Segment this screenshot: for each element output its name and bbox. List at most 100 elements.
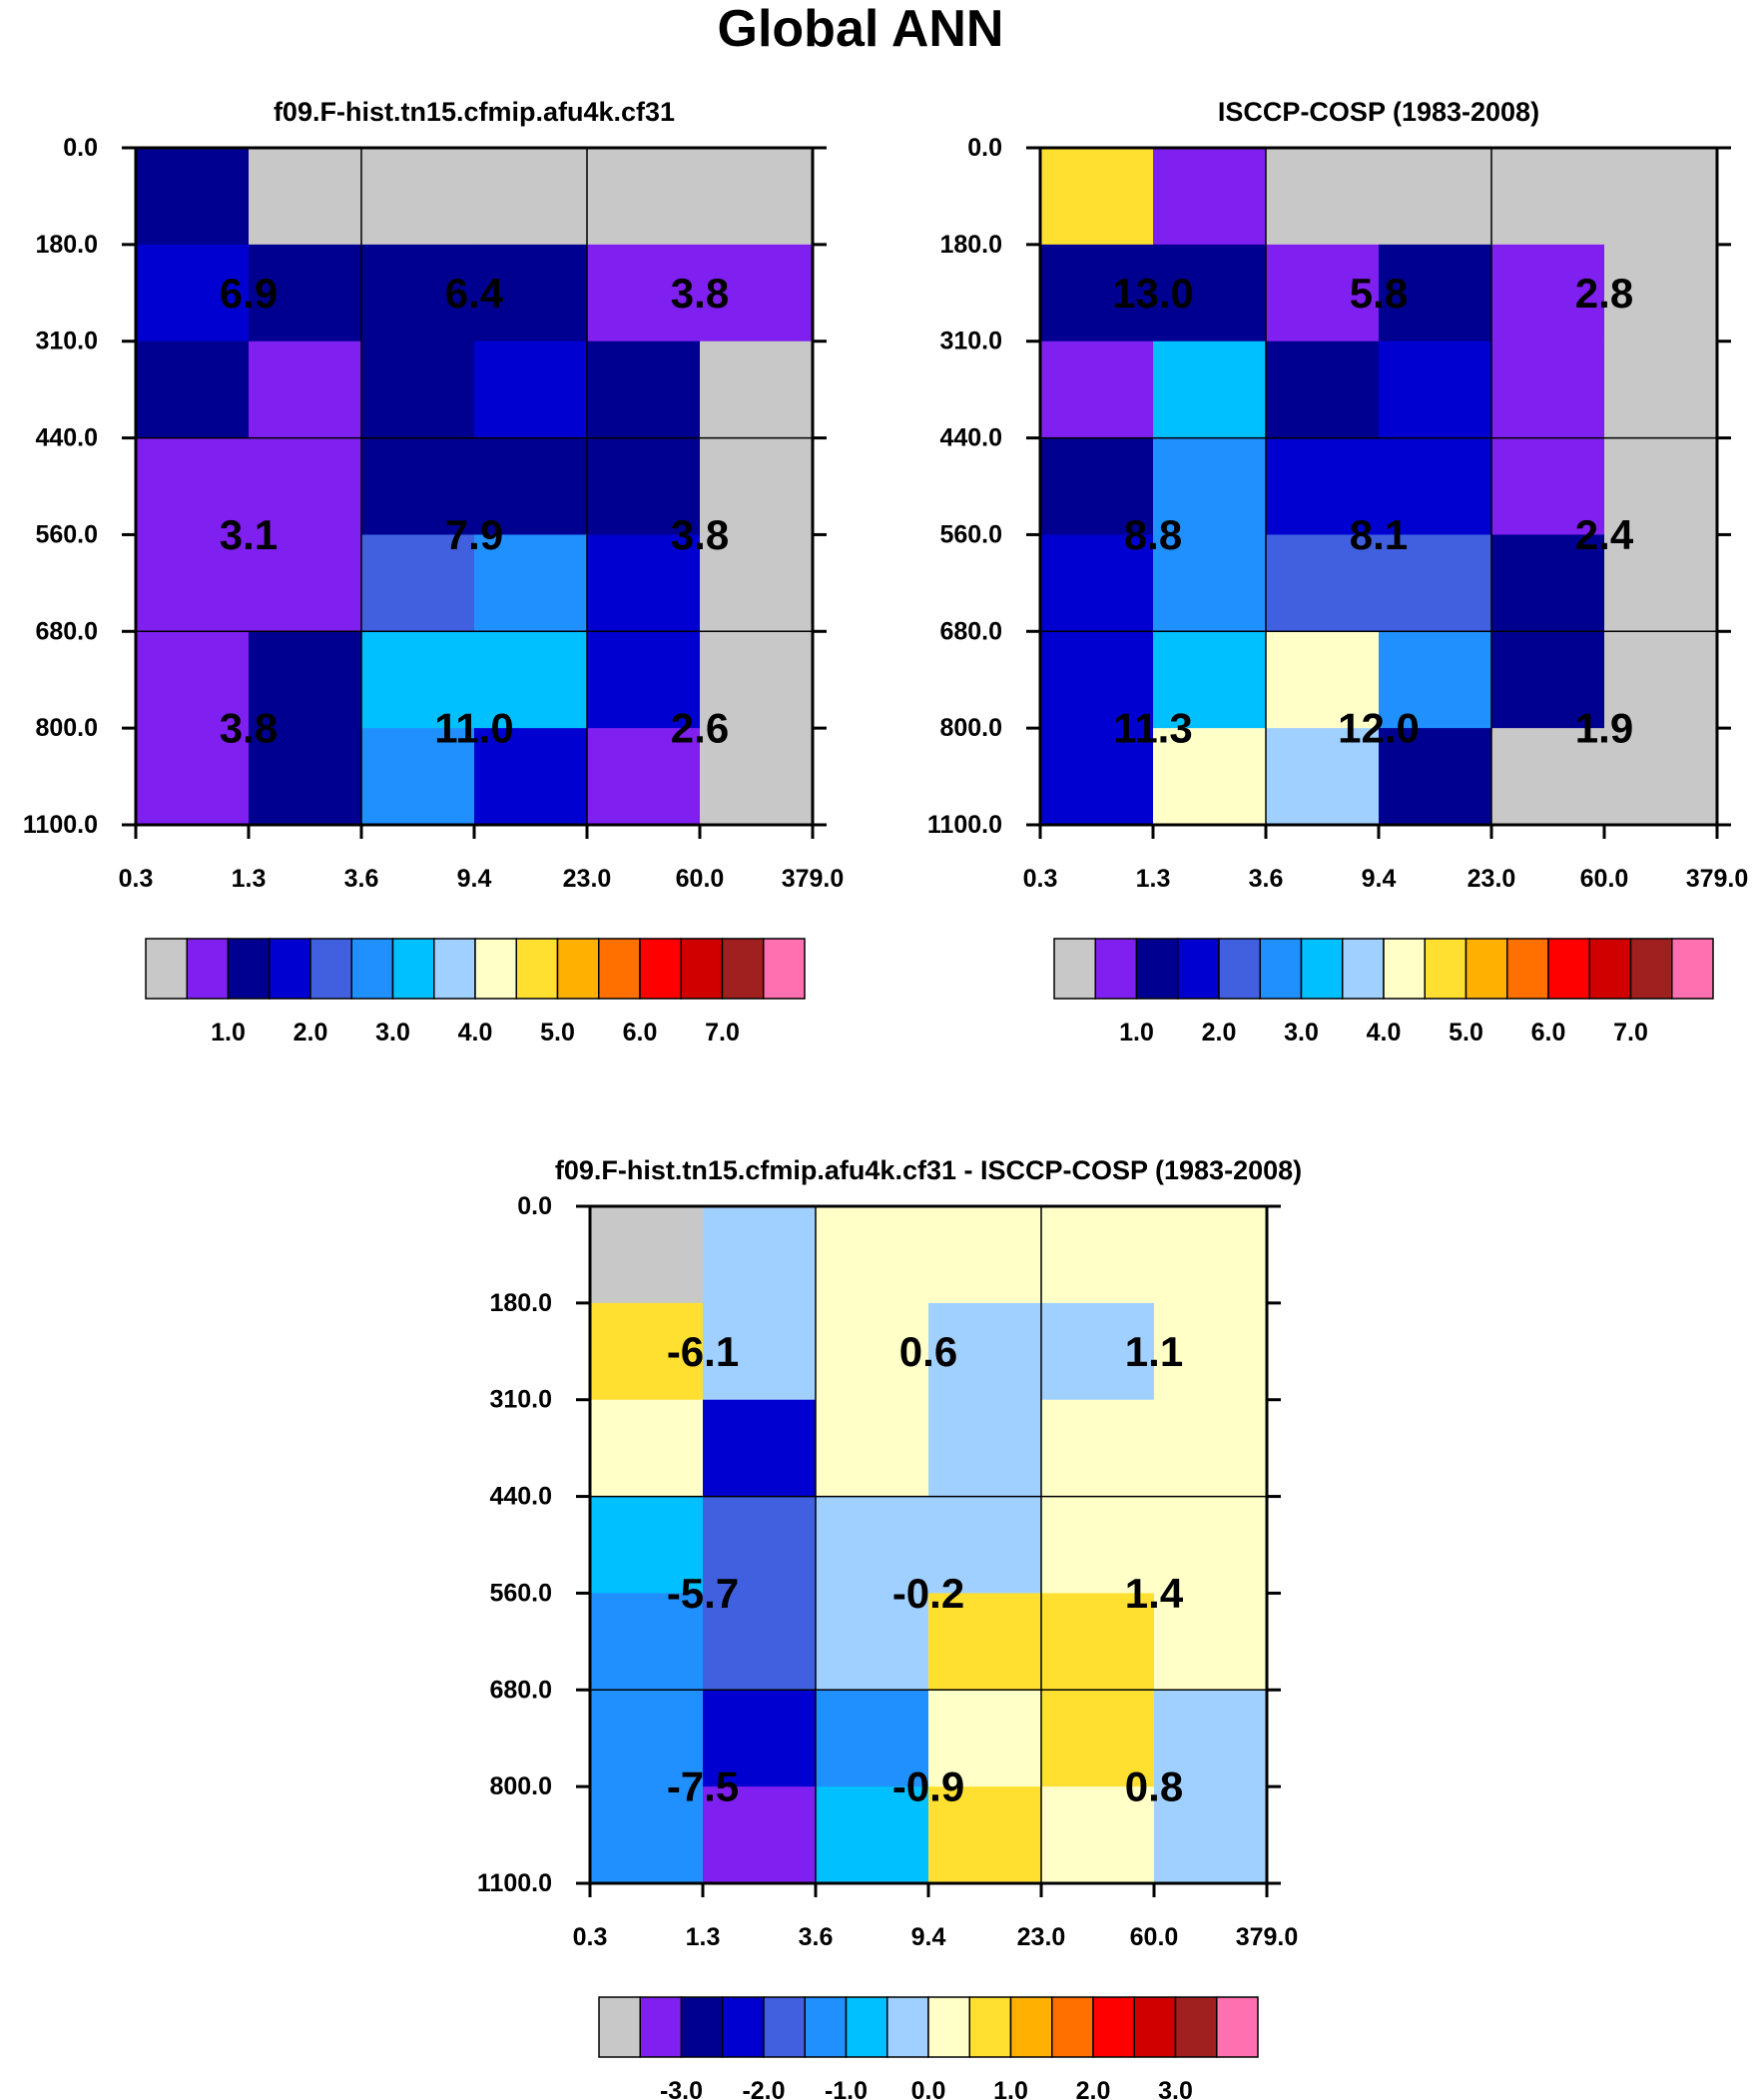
cell-value-label: -6.1 xyxy=(667,1328,739,1375)
heatmap-cell xyxy=(136,148,250,246)
colorbar-tick-label: 2.0 xyxy=(1202,1019,1237,1047)
heatmap-cell xyxy=(1040,244,1154,343)
heatmap-cell xyxy=(1266,437,1380,535)
cell-value-label: 3.8 xyxy=(671,270,729,317)
colorbar: 1.0 2.0 3.0 4.0 5.0 6.0 7.0 xyxy=(145,938,806,1047)
heatmap-cell xyxy=(1040,534,1154,632)
heatmap-cell xyxy=(474,341,588,439)
heatmap-cell xyxy=(1379,728,1492,826)
y-tick-label: 310.0 xyxy=(489,1386,552,1414)
heatmap-cell xyxy=(1379,148,1492,246)
heatmap-cell xyxy=(816,1690,929,1787)
colorbar-box xyxy=(433,938,476,1000)
y-tick-label: 560.0 xyxy=(939,520,1002,548)
y-tick-label: 680.0 xyxy=(35,617,98,645)
x-tick-label: 1.3 xyxy=(1136,865,1171,893)
colorbar-box xyxy=(1424,938,1467,1000)
colorbar-box xyxy=(1547,938,1590,1000)
heatmap-cell xyxy=(928,1690,1042,1787)
heatmap-cell xyxy=(1491,437,1605,535)
heatmap-cell xyxy=(1153,341,1267,439)
heatmap-cell xyxy=(1379,534,1492,632)
cell-value-label: 8.8 xyxy=(1124,511,1182,558)
colorbar-tick-label: 0.0 xyxy=(911,2077,946,2100)
y-tick-label: 180.0 xyxy=(489,1289,552,1317)
colorbar-box xyxy=(721,938,765,1000)
colorbar-box xyxy=(515,938,559,1000)
colorbar-box xyxy=(968,1996,1012,2058)
colorbar-box xyxy=(186,938,230,1000)
heatmap-cell xyxy=(1604,728,1718,826)
y-tick-label: 0.0 xyxy=(517,1192,552,1220)
colorbar-tick-label: 4.0 xyxy=(1367,1019,1402,1047)
heatmap-panel-1: f09.F-hist.tn15.cfmip.afu4k.cf31 0.0 180.0… xyxy=(23,97,844,1047)
x-tick-label: 60.0 xyxy=(1130,1923,1179,1951)
heatmap-cell xyxy=(816,1786,929,1884)
cell-value-label: 0.6 xyxy=(899,1328,957,1375)
colorbar-box xyxy=(1300,938,1344,1000)
colorbar-box xyxy=(722,1996,765,2058)
colorbar-tick-label: 5.0 xyxy=(1449,1019,1483,1047)
y-tick-label: 800.0 xyxy=(35,714,98,742)
colorbar-tick-label: -2.0 xyxy=(742,2077,785,2100)
cell-value-label: 3.1 xyxy=(220,511,278,558)
heatmap-cell xyxy=(700,148,814,246)
heatmap-cell xyxy=(590,1302,704,1401)
colorbar-box xyxy=(639,938,682,1000)
heatmap-cell xyxy=(700,534,814,632)
heatmap-cell xyxy=(1041,1690,1155,1787)
heatmap-cell xyxy=(1266,341,1380,439)
heatmap-cell xyxy=(1041,1206,1155,1304)
x-tick-label: 23.0 xyxy=(1017,1923,1066,1951)
colorbar-tick-label: -3.0 xyxy=(660,2077,703,2100)
heatmap-cell xyxy=(700,341,814,439)
cell-value-label: 11.3 xyxy=(1113,705,1192,752)
colorbar-box xyxy=(1135,938,1179,1000)
colorbar-box xyxy=(763,1996,806,2058)
heatmap-cell xyxy=(1154,1690,1268,1787)
colorbar-tick-label: 4.0 xyxy=(458,1019,493,1047)
colorbar-tick-label: 2.0 xyxy=(293,1019,328,1047)
cell-value-label: -7.5 xyxy=(667,1763,739,1810)
cell-value-label: 5.8 xyxy=(1350,270,1408,317)
colorbar-box xyxy=(145,938,188,1000)
colorbar-tick-label: 6.0 xyxy=(623,1019,658,1047)
heatmap-cell xyxy=(1153,437,1267,535)
y-tick-label: 180.0 xyxy=(939,231,1002,259)
heatmap-cell xyxy=(590,1399,704,1498)
heatmap-cell xyxy=(1154,1593,1268,1691)
colorbar-box xyxy=(1133,1996,1177,2058)
cell-value-label: 2.6 xyxy=(671,705,729,752)
heatmap-cell xyxy=(361,631,475,729)
colorbar-box xyxy=(474,938,517,1000)
heatmap-cell xyxy=(1491,148,1605,246)
cell-value-label: -0.9 xyxy=(892,1763,964,1810)
heatmap-cell xyxy=(703,1399,817,1498)
heatmap-cell xyxy=(1154,1206,1268,1304)
cell-value-label: -0.2 xyxy=(892,1570,964,1617)
colorbar-tick-label: 1.0 xyxy=(1119,1019,1154,1047)
colorbar-tick-label: 1.0 xyxy=(211,1019,246,1047)
heatmap-cell xyxy=(136,631,250,729)
colorbar-box xyxy=(1174,1996,1218,2058)
heatmap-cell xyxy=(1154,1399,1268,1498)
heatmap-cell xyxy=(1266,534,1380,632)
heatmap-cell xyxy=(700,244,814,343)
colorbar-box xyxy=(269,938,311,1000)
heatmap-cell xyxy=(361,341,475,439)
y-tick-label: 800.0 xyxy=(939,714,1002,742)
y-tick-label: 800.0 xyxy=(489,1772,552,1800)
heatmap-cell xyxy=(361,148,475,246)
heatmap-cell xyxy=(590,1593,704,1691)
heatmap-cell xyxy=(703,1206,817,1304)
heatmap-cell xyxy=(249,534,362,632)
colorbar-box xyxy=(680,938,724,1000)
heatmap-cell xyxy=(590,1206,704,1304)
colorbar-box xyxy=(639,1996,683,2058)
cell-value-label: 11.0 xyxy=(434,705,513,752)
heatmap-cell xyxy=(1153,728,1267,826)
heatmap-cell xyxy=(1604,437,1718,535)
heatmap-cell xyxy=(474,728,588,826)
x-tick-label: 1.3 xyxy=(232,865,267,893)
